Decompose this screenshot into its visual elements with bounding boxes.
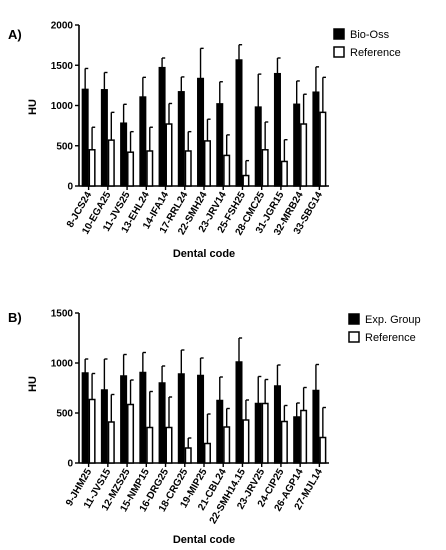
bar-reference-a — [184, 150, 192, 187]
bar-primary-a — [235, 59, 243, 187]
bar-reference-a — [88, 149, 96, 187]
bar-reference-a — [107, 139, 115, 187]
y-axis-title-a: HU — [27, 99, 39, 115]
bar-primary-a — [81, 88, 89, 187]
bar-reference-b — [300, 409, 308, 464]
bar-reference-a — [261, 149, 269, 187]
y-tick-label-a: 1000 — [51, 101, 74, 112]
bar-primary-b — [197, 374, 205, 464]
bar-reference-b — [242, 419, 250, 464]
bar-reference-a — [203, 140, 211, 187]
bar-reference-b — [165, 426, 173, 464]
bar-primary-a — [177, 91, 185, 187]
bar-primary-b — [254, 402, 262, 464]
y-tick-label-b: 1500 — [51, 309, 74, 320]
legend-label-reference-b: Reference — [365, 332, 416, 344]
bar-reference-b — [127, 403, 135, 464]
panel-letter-b: B) — [8, 310, 22, 325]
bar-reference-b — [223, 426, 231, 464]
bar-reference-a — [242, 174, 250, 187]
y-axis-title-b: HU — [27, 376, 39, 392]
bar-primary-b — [312, 389, 320, 464]
y-tick-label-b: 0 — [67, 459, 73, 470]
bar-primary-a — [158, 66, 166, 187]
bar-primary-a — [293, 103, 301, 187]
bar-reference-a — [300, 123, 308, 187]
bar-primary-b — [177, 373, 185, 464]
bar-primary-a — [139, 96, 147, 187]
legend-a: Bio-Oss Reference — [333, 28, 401, 59]
legend-label-reference-a: Reference — [350, 47, 401, 59]
x-axis-title-b: Dental code — [173, 534, 235, 546]
bar-primary-b — [293, 416, 301, 464]
bar-primary-b — [158, 382, 166, 464]
y-tick-label-a: 1500 — [51, 61, 74, 72]
y-tick-label-a: 0 — [67, 182, 73, 193]
bar-reference-b — [88, 398, 96, 464]
y-tick-label-b: 500 — [56, 409, 73, 420]
bar-reference-a — [319, 111, 327, 187]
bar-reference-b — [107, 421, 115, 464]
panel-a: A) HU Dental code Bio-Oss Reference 0 500… — [8, 21, 401, 261]
bar-primary-b — [100, 389, 108, 464]
bar-reference-a — [165, 123, 173, 187]
legend-b: Exp. Group Reference — [348, 313, 421, 344]
bar-reference-a — [146, 150, 154, 187]
bar-primary-a — [312, 91, 320, 187]
x-axis-title-a: Dental code — [173, 248, 235, 260]
legend-label-exp-group: Exp. Group — [365, 314, 421, 326]
bar-primary-a — [197, 77, 205, 187]
bar-primary-a — [100, 89, 108, 187]
bar-primary-a — [254, 106, 262, 187]
bar-reference-b — [280, 420, 288, 464]
bar-reference-a — [127, 151, 135, 187]
bar-primary-b — [81, 372, 89, 464]
bar-primary-b — [235, 361, 243, 464]
legend-swatch-bio-oss — [333, 28, 345, 40]
bar-reference-b — [184, 447, 192, 464]
bar-reference-b — [261, 402, 269, 464]
y-tick-label-a: 2000 — [51, 21, 74, 32]
bar-primary-b — [139, 371, 147, 464]
bar-reference-a — [280, 160, 288, 187]
bar-reference-b — [146, 426, 154, 464]
bar-primary-a — [273, 72, 281, 187]
y-tick-label-b: 1000 — [51, 359, 74, 370]
plot-area-a: 05001000150020008-JCS2410-EGA2511-JVS251… — [51, 21, 329, 237]
bar-reference-a — [223, 154, 231, 187]
bar-primary-b — [216, 399, 224, 464]
bar-primary-b — [273, 385, 281, 464]
legend-label-bio-oss: Bio-Oss — [350, 29, 390, 41]
legend-swatch-reference-a — [333, 46, 345, 58]
bar-reference-b — [203, 442, 211, 464]
bar-reference-b — [319, 436, 327, 464]
legend-swatch-reference-b — [348, 331, 360, 343]
panel-letter-a: A) — [8, 27, 22, 42]
plot-area-b: 0500100015009-JHM2511-JVS1512-MZS2515-NM… — [51, 309, 329, 526]
legend-swatch-exp-group — [348, 313, 360, 325]
panel-b: B) HU Dental code Exp. Group Reference 0… — [8, 309, 421, 547]
bar-primary-a — [216, 103, 224, 187]
bar-primary-b — [120, 375, 128, 464]
y-tick-label-a: 500 — [56, 141, 73, 152]
bar-primary-a — [120, 122, 128, 187]
